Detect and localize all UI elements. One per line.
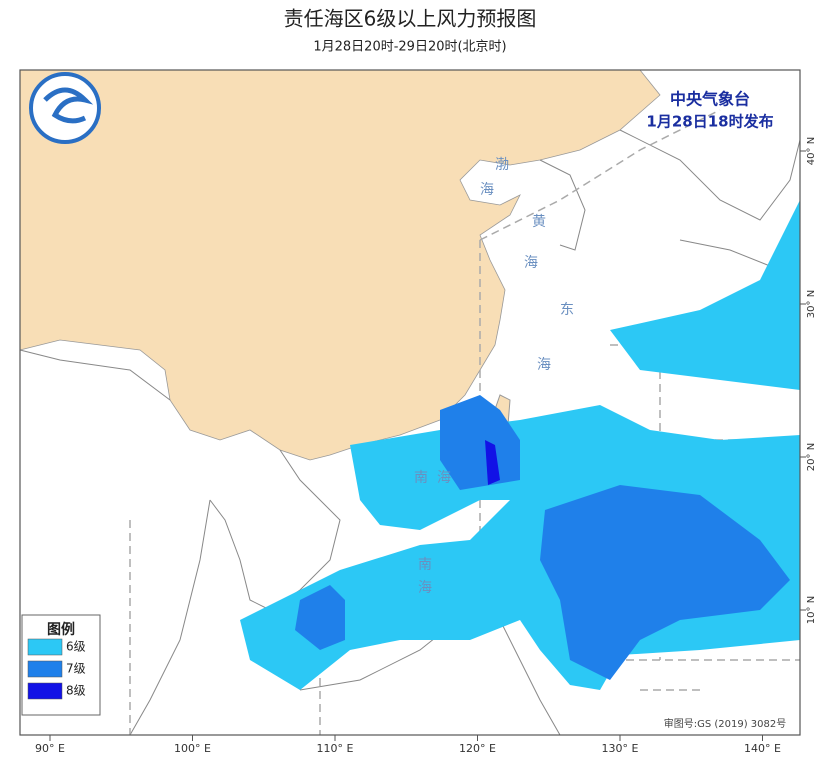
issue-time: 1月28日18时发布 [646,113,773,131]
subtitle: 1月28日20时-29日20时(北京时) [313,40,506,55]
sea-label: 南 [418,557,432,573]
lat-tick-label: 40° N [806,137,817,165]
sea-label: 海 [537,357,551,373]
wind-7 [440,395,520,490]
map-frame [19,69,801,736]
sea-label: 海 [437,470,451,486]
sea-label: 黄 [532,213,546,230]
wind-8 [485,440,500,485]
wind-6 [610,200,800,390]
lon-tick-label: 90° E [35,742,65,755]
legend: 图例 6级 7级 8级 [21,614,101,716]
legend-label: 6级 [66,640,86,654]
lon-tick-label: 110° E [317,742,354,755]
legend-title: 图例 [47,621,75,638]
sea-label: 东 [560,302,574,318]
lat-tick-label: 20° N [806,443,817,471]
title: 责任海区6级以上风力预报图 [284,7,537,31]
lat-tick-label: 30° N [806,290,817,318]
wind-7 [540,485,790,680]
sea-label: 海 [480,182,494,198]
lon-tick-label: 120° E [459,742,496,755]
korea-japan-coast [539,129,801,271]
sea-label: 南 [414,470,428,486]
wind-areas [240,200,800,690]
lon-tick-label: 130° E [602,742,639,755]
sea-label: 海 [524,255,538,271]
map-area: 渤 海 黄 海 东 海 南 海 南 海 中央气象台 1月28日18时发布 审图号… [19,69,801,736]
sea-label: 渤 [495,157,509,173]
legend-label: 8级 [66,684,86,698]
legend-swatch [27,682,63,700]
legend-label: 7级 [66,662,86,676]
lon-tick-label: 140° E [744,742,781,755]
logo [29,72,101,144]
agency-name: 中央气象台 [670,90,750,109]
sea-label: 海 [418,580,432,596]
approval-number: 审图号:GS (2019) 3082号 [664,717,787,730]
lat-tick-label: 10° N [806,596,817,624]
lon-tick-label: 100° E [174,742,211,755]
wind-7 [295,585,345,650]
logo-mark [43,87,94,124]
china-land [19,69,661,461]
approval-bg [655,715,795,733]
legend-swatch [27,638,63,656]
legend-swatch [27,660,63,678]
